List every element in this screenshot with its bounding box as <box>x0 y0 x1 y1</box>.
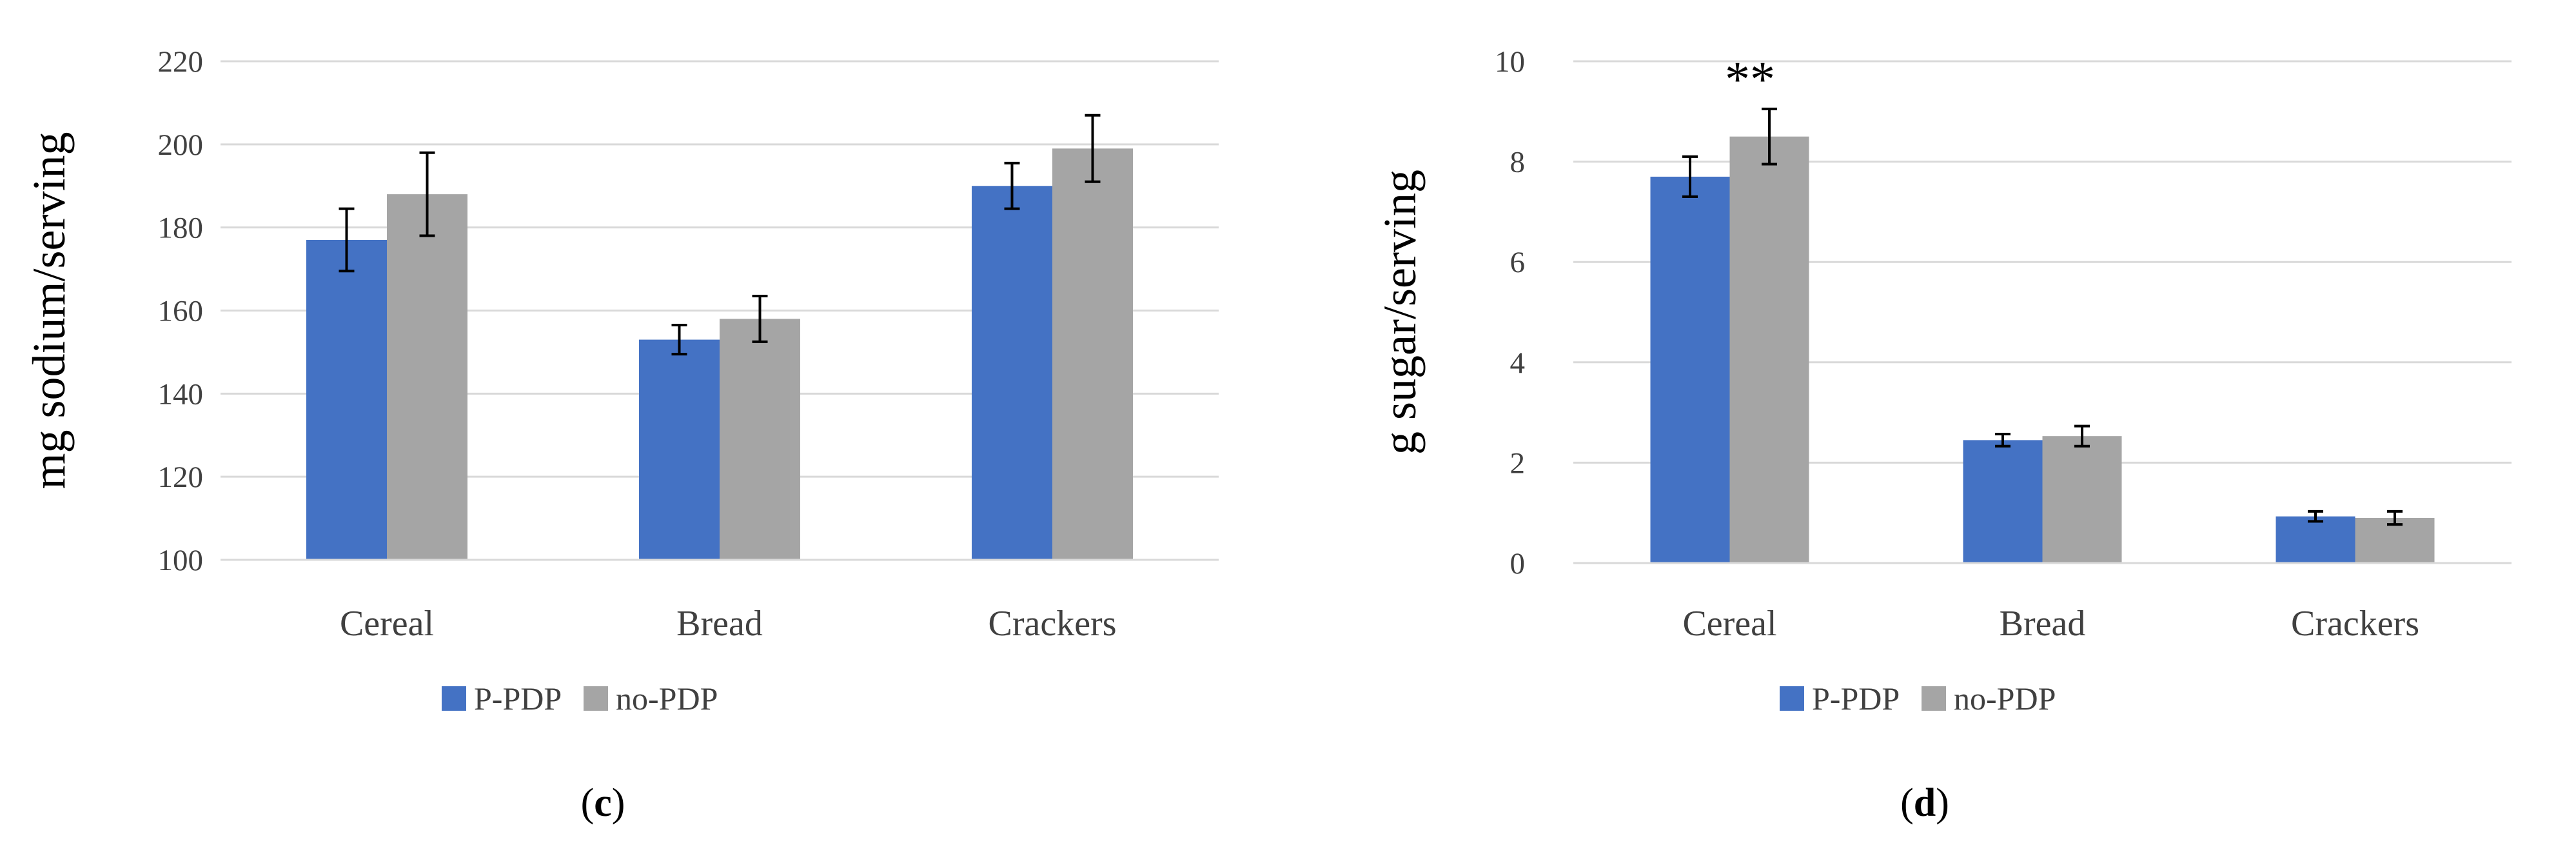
y-tick-label: 160 <box>158 295 204 328</box>
y-tick-label: 220 <box>158 45 204 79</box>
legend-swatch <box>584 686 608 711</box>
y-tick-label: 180 <box>158 212 204 245</box>
sodium-chart: 100 120 140 160 180 200 220 mg sodium/serving Ce… <box>23 45 1219 825</box>
legend-swatch <box>1780 686 1804 711</box>
y-tick-label: 10 <box>1495 45 1525 79</box>
error-bar <box>339 207 355 273</box>
y-tick-label: 8 <box>1510 146 1526 179</box>
error-bar <box>1762 107 1777 166</box>
category-label: Crackers <box>988 604 1116 644</box>
legend-label: no-PDP <box>1954 680 2056 717</box>
category-label: Cereal <box>340 604 434 644</box>
error-bar <box>1682 155 1698 199</box>
error-bar <box>1004 161 1020 210</box>
error-bar <box>1995 433 2011 448</box>
bar-no-pdp-bread <box>2042 436 2122 563</box>
category-label: Cereal <box>1682 604 1776 644</box>
error-bar <box>671 324 687 356</box>
y-tick-label: 120 <box>158 461 204 494</box>
y-axis-label: mg sodium/serving <box>23 132 75 490</box>
legend-swatch <box>1922 686 1946 711</box>
sugar-chart: 0 2 4 6 8 10 g sugar/serving Cereal Bread Cracker… <box>1374 45 2512 825</box>
bar-p-pdp-cereal <box>306 239 387 560</box>
y-tick-label: 140 <box>158 377 204 411</box>
y-tick-label: 0 <box>1510 547 1526 580</box>
bar-no-pdp-cereal <box>387 194 467 560</box>
error-bar <box>2074 424 2090 448</box>
error-bar <box>752 294 768 343</box>
category-label: Bread <box>676 604 763 644</box>
bar-no-pdp-bread <box>720 319 800 560</box>
y-tick-label: 6 <box>1510 246 1526 279</box>
bar-p-pdp-bread <box>639 339 720 560</box>
bar-p-pdp-crackers <box>2276 516 2355 563</box>
category-label: Bread <box>2000 604 2086 644</box>
legend-swatch <box>442 686 466 711</box>
bar-no-pdp-cereal <box>1729 136 1809 563</box>
y-tick-label: 4 <box>1510 346 1526 380</box>
legend-label: no-PDP <box>616 680 718 717</box>
error-bar <box>2308 510 2323 523</box>
y-tick-label: 200 <box>158 128 204 162</box>
error-bar <box>1085 114 1101 183</box>
bar-p-pdp-cereal <box>1650 176 1730 563</box>
panel-label: (c) <box>581 781 625 825</box>
legend-label: P-PDP <box>474 680 562 717</box>
error-bar <box>419 151 435 237</box>
significance-annotation: ** <box>1725 51 1775 107</box>
y-tick-label: 100 <box>158 544 204 577</box>
error-bar <box>2387 510 2403 526</box>
bar-no-pdp-crackers <box>1052 148 1133 560</box>
y-axis-label: g sugar/serving <box>1374 170 1426 455</box>
legend-label: P-PDP <box>1812 680 1900 717</box>
bar-p-pdp-crackers <box>972 186 1052 560</box>
category-label: Crackers <box>2291 604 2419 644</box>
y-tick-label: 2 <box>1510 446 1526 480</box>
bar-p-pdp-bread <box>1963 440 2043 563</box>
panel-label: (d) <box>1900 781 1949 825</box>
